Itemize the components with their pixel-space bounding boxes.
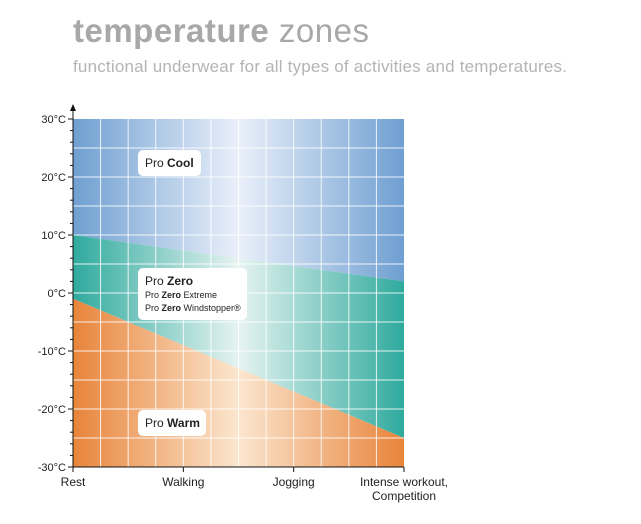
pro-cool-prefix: Pro	[145, 156, 168, 170]
pro-zero-extreme-bold: Zero	[161, 290, 182, 300]
pro-cool-name: Cool	[167, 156, 194, 170]
x-tick-label: Walking	[162, 475, 204, 489]
pro-warm-prefix: Pro	[145, 416, 168, 430]
y-axis-arrow-icon	[70, 104, 76, 111]
pro-zero-extreme-suffix: Extreme	[181, 290, 218, 300]
x-tick-label: Jogging	[273, 475, 315, 489]
y-tick-label: 20°C	[41, 172, 66, 184]
x-tick-label: Intense workout, Competition	[360, 475, 448, 503]
pro-warm-name: Warm	[167, 416, 200, 430]
title-light-word: zones	[278, 12, 370, 49]
pro-zero-windstopper-bold: Zero	[161, 303, 182, 313]
pro-zero-name: Zero	[167, 274, 194, 288]
pro-zero-prefix: Pro	[145, 274, 168, 288]
title-bold-word: temperature	[73, 12, 270, 49]
zone-label-pro-warm: Pro Warm	[138, 410, 206, 436]
zone-label-pro-zero: Pro Zero Pro Zero Extreme Pro Zero Winds…	[138, 268, 247, 320]
y-tick-label: 0°C	[48, 288, 67, 300]
pro-warm-label-text: Pro Warm	[138, 410, 206, 430]
pro-cool-label-text: Pro Cool	[138, 150, 201, 170]
pro-zero-extreme-text: Pro Zero Extreme	[138, 289, 247, 302]
y-tick-label: 10°C	[41, 230, 66, 242]
page-title: temperature zones	[73, 14, 369, 47]
pro-zero-windstopper-text: Pro Zero Windstopper®	[138, 302, 247, 315]
y-tick-label: -30°C	[38, 462, 66, 474]
zone-label-pro-cool: Pro Cool	[138, 150, 201, 176]
x-tick-label-line: Intense workout,	[360, 475, 448, 489]
x-tick-label-line: Jogging	[273, 475, 315, 489]
x-tick-label-line: Competition	[372, 489, 436, 503]
pro-zero-extreme-prefix: Pro	[145, 290, 162, 300]
x-tick-label-line: Walking	[162, 475, 204, 489]
x-tick-label-line: Rest	[61, 475, 86, 489]
pro-zero-windstopper-prefix: Pro	[145, 303, 162, 313]
y-tick-label: -20°C	[38, 404, 66, 416]
pro-zero-windstopper-suffix: Windstopper®	[181, 303, 241, 313]
x-tick-label: Rest	[61, 475, 86, 489]
page-subtitle: functional underwear for all types of ac…	[73, 57, 568, 76]
pro-zero-label-text: Pro Zero	[138, 268, 247, 289]
y-tick-label: -10°C	[38, 346, 66, 358]
y-tick-label: 30°C	[41, 114, 66, 126]
